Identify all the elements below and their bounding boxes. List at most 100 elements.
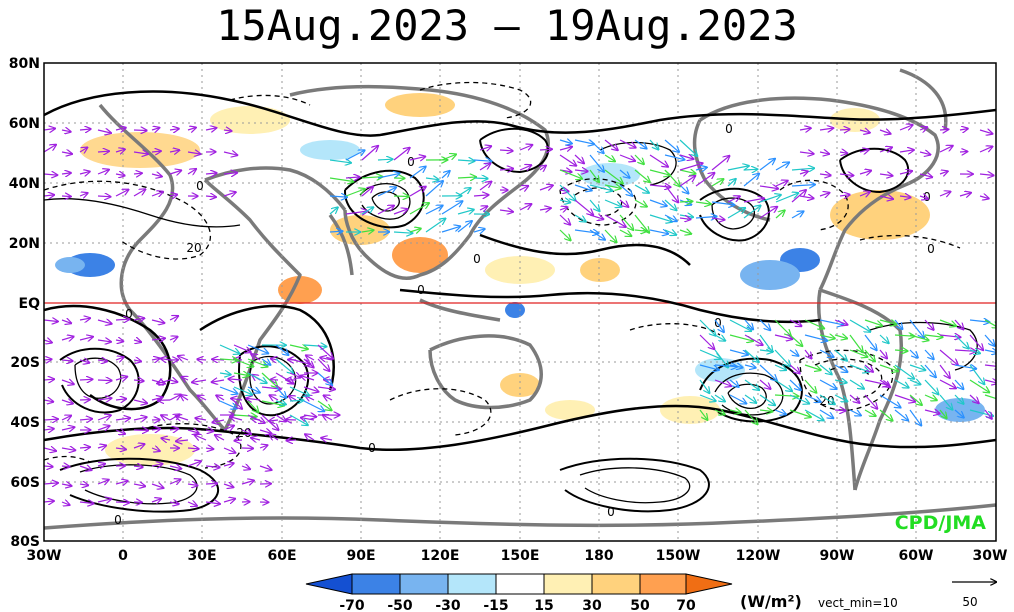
flux-vector — [115, 418, 130, 420]
flux-vector — [819, 152, 829, 154]
contour-label: 0 — [473, 252, 481, 266]
flux-vector — [361, 230, 373, 232]
flux-vector — [939, 364, 950, 378]
flux-vector — [187, 461, 201, 466]
flux-vector — [819, 349, 833, 357]
flux-vector — [133, 380, 144, 381]
flux-vector — [329, 178, 353, 182]
legend-tick-label: -30 — [435, 598, 461, 612]
flux-vector — [61, 484, 71, 486]
flux-vector — [115, 377, 127, 380]
flux-vector — [169, 316, 178, 320]
flux-vector — [619, 214, 633, 230]
flux-vector — [604, 154, 615, 161]
flux-vector — [247, 400, 258, 412]
flux-vector — [289, 396, 297, 400]
flux-vector — [559, 154, 576, 166]
flux-vector — [540, 166, 546, 170]
flux-vector — [649, 230, 668, 234]
flux-vector — [187, 152, 200, 154]
flux-vector — [306, 356, 315, 361]
flux-vector — [959, 129, 968, 130]
latitude-axis: 80N 60N 40N 20N EQ 20S 40S 60S 80S — [9, 56, 40, 550]
flux-vector — [259, 445, 267, 448]
flux-vector — [909, 364, 925, 370]
flux-vector — [899, 171, 912, 174]
flux-vector — [187, 169, 196, 174]
flux-vector — [231, 399, 243, 401]
flux-vector — [909, 409, 921, 425]
flux-vector — [44, 419, 58, 420]
flux-vector — [289, 386, 309, 396]
flux-vector — [894, 379, 909, 388]
flux-vector — [924, 319, 934, 330]
legend-unit: (W/m²) — [740, 592, 802, 611]
flux-vector — [759, 350, 773, 352]
lat-tick-label: EQ — [19, 296, 41, 312]
flux-vector — [859, 192, 870, 196]
lon-tick-label: 60E — [267, 548, 296, 564]
flux-vector — [924, 364, 936, 377]
flux-vector — [259, 430, 271, 433]
flux-vector — [909, 380, 920, 384]
flux-vector — [924, 410, 939, 414]
flux-vector — [729, 334, 753, 341]
flux-vector — [859, 150, 869, 152]
flux-vector — [97, 320, 111, 324]
flux-vector — [879, 349, 887, 358]
flux-vector — [133, 173, 142, 174]
flux-vector — [743, 198, 764, 202]
legend-tick-label: 30 — [582, 598, 602, 612]
flux-vector — [115, 340, 123, 341]
flux-vector — [133, 360, 141, 361]
flux-vector — [187, 484, 197, 485]
flux-vector — [924, 395, 937, 400]
flux-vector — [775, 163, 789, 171]
flux-vector — [649, 199, 667, 206]
flux-vector — [954, 334, 969, 348]
reference-vector-label: 50 — [962, 595, 977, 609]
flux-vector — [44, 483, 58, 484]
flux-vector — [275, 414, 286, 421]
flux-vector — [187, 448, 199, 449]
flux-vector — [804, 409, 824, 420]
lat-tick-label: 20N — [9, 236, 40, 252]
flux-vector — [205, 430, 213, 431]
flux-vector — [775, 181, 788, 186]
contour-label: 0 — [417, 283, 425, 297]
flux-vector — [61, 502, 69, 505]
flux-vector — [649, 139, 658, 149]
flux-vector — [559, 147, 572, 150]
flux-vector — [619, 229, 631, 236]
flux-vector — [939, 349, 958, 365]
flux-vector — [275, 344, 288, 355]
contour-label: 0 — [196, 179, 204, 193]
flux-vector — [215, 435, 225, 440]
flux-vector — [44, 400, 53, 402]
flux-vector — [97, 464, 105, 466]
flux-vector — [759, 379, 770, 389]
flux-vector — [954, 319, 963, 329]
flux-vector — [261, 372, 277, 387]
flux-vector — [834, 349, 847, 361]
lon-tick-label: 120W — [736, 548, 781, 564]
flux-vector — [97, 151, 109, 152]
flux-vector — [61, 360, 72, 361]
flux-vector — [151, 358, 159, 360]
flux-vector — [804, 334, 827, 341]
contour-label: 0 — [407, 155, 415, 169]
flux-vector — [789, 350, 798, 356]
flux-vector — [969, 364, 984, 384]
flux-vector — [619, 154, 635, 161]
flux-vector — [151, 338, 165, 340]
flux-vector — [61, 196, 71, 197]
flux-vector — [133, 340, 141, 342]
flux-vector — [849, 379, 864, 389]
flux-vector — [679, 218, 690, 219]
flux-vector — [559, 207, 567, 210]
flux-vector — [44, 174, 57, 175]
flux-vector — [714, 349, 728, 367]
flux-vector — [727, 179, 736, 187]
flux-vector — [329, 231, 342, 232]
flux-vector — [711, 156, 729, 171]
